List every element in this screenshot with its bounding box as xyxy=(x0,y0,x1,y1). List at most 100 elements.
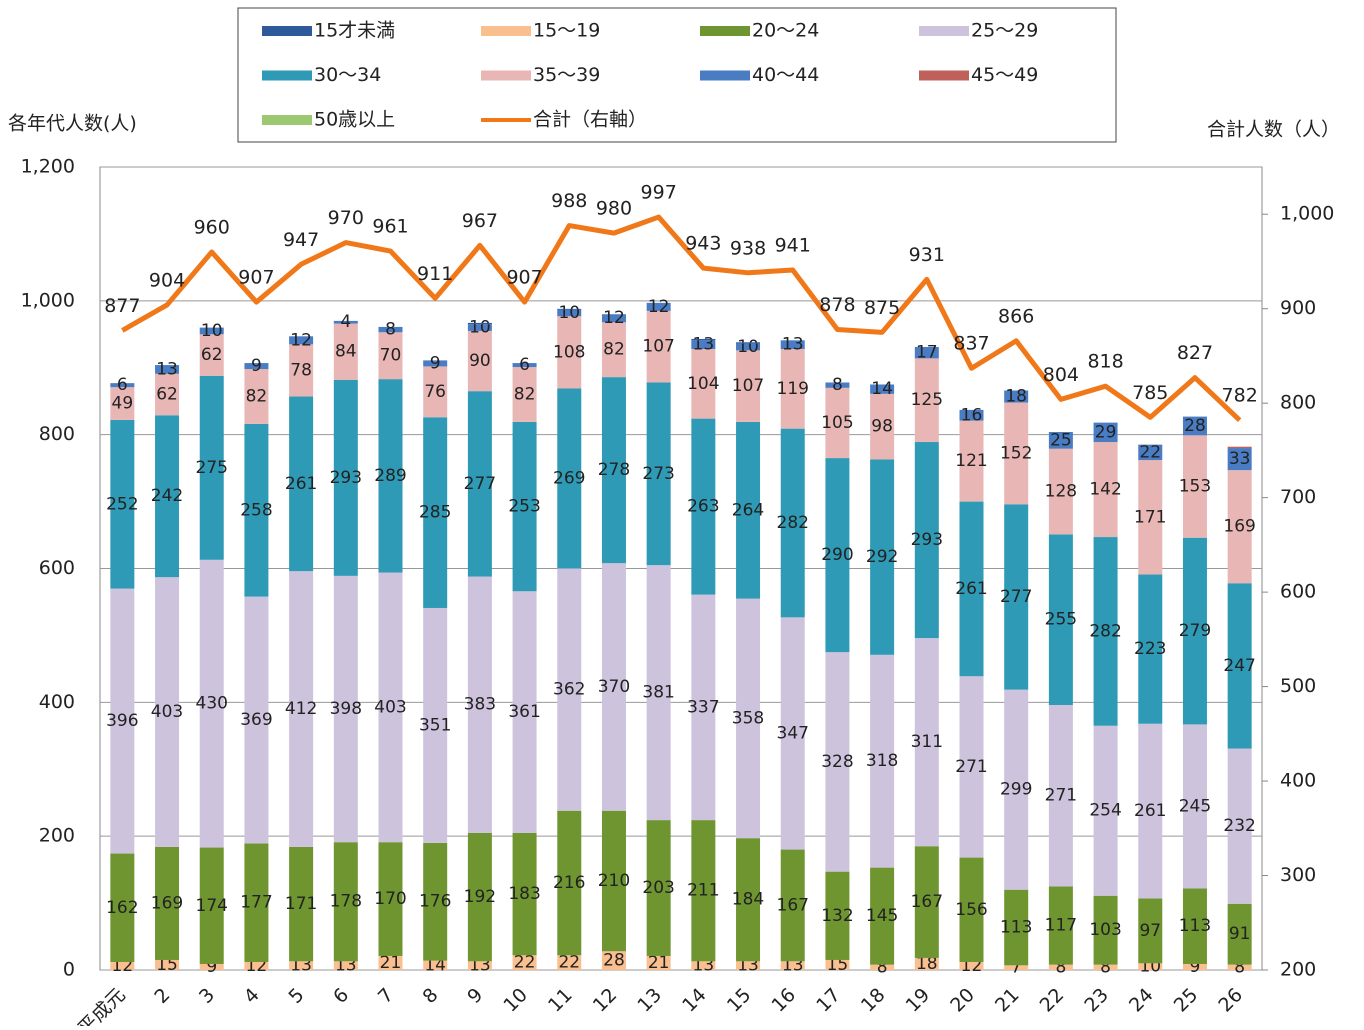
bar-segment xyxy=(199,559,224,848)
data-label: 183 xyxy=(508,884,540,904)
data-label: 178 xyxy=(330,892,362,912)
data-label: 337 xyxy=(687,697,719,717)
legend-swatch xyxy=(700,70,750,81)
bar-segment xyxy=(825,387,850,459)
data-label: 22 xyxy=(514,953,536,973)
bar-segment xyxy=(780,961,805,970)
bar-segment xyxy=(244,961,269,970)
data-label: 171 xyxy=(1134,507,1166,527)
bar-segment xyxy=(914,846,939,958)
data-label: 277 xyxy=(1000,587,1032,607)
bar-segment xyxy=(914,347,939,359)
legend-label: 15才未満 xyxy=(314,20,395,42)
bar-segment xyxy=(825,871,850,960)
legend-swatch xyxy=(919,26,969,36)
bar-segment xyxy=(646,310,671,383)
data-label: 6 xyxy=(519,355,530,375)
y2-tick-label: 200 xyxy=(1280,959,1316,981)
x-tick-label: 15 xyxy=(723,984,756,1017)
bar-segment xyxy=(601,951,626,970)
legend-swatch xyxy=(919,70,969,81)
bar-segment xyxy=(601,314,626,323)
bar-segment xyxy=(870,384,895,394)
line-label: 961 xyxy=(372,216,408,238)
bar-segment xyxy=(1227,448,1252,471)
data-label: 82 xyxy=(514,385,536,405)
bar-segment xyxy=(378,326,403,333)
bar-segment xyxy=(870,393,895,460)
bar-segment xyxy=(1004,689,1029,890)
bar-segment xyxy=(557,388,582,569)
line-label: 931 xyxy=(909,244,945,266)
data-label: 105 xyxy=(821,413,853,433)
x-tick-label: 16 xyxy=(767,984,800,1017)
data-label: 121 xyxy=(955,451,987,471)
data-label: 216 xyxy=(553,873,585,893)
legend-label: 25～29 xyxy=(971,20,1038,42)
data-label: 293 xyxy=(330,468,362,488)
legend-label: 45～49 xyxy=(971,64,1038,86)
data-label: 358 xyxy=(732,708,764,728)
x-tick-label: 17 xyxy=(812,984,845,1017)
data-label: 167 xyxy=(777,895,809,915)
data-label: 279 xyxy=(1179,621,1211,641)
bar-segment xyxy=(199,327,224,335)
bar-segment xyxy=(512,955,537,970)
bar-segment xyxy=(557,810,582,956)
bar-segment xyxy=(289,961,314,970)
bar-segment xyxy=(378,572,403,843)
y2-tick-label: 500 xyxy=(1280,675,1316,697)
bar-segment xyxy=(825,959,850,970)
x-tick-label: 5 xyxy=(284,984,308,1008)
bar-segment xyxy=(914,442,939,639)
bar-segment xyxy=(1227,748,1252,904)
line-label: 907 xyxy=(238,267,274,289)
bar-segment xyxy=(155,846,180,960)
bar-segment xyxy=(870,654,895,868)
y-tick-label: 0 xyxy=(63,959,75,981)
bar-segment xyxy=(870,459,895,655)
data-label: 318 xyxy=(866,751,898,771)
data-label: 289 xyxy=(374,466,406,486)
data-label: 258 xyxy=(240,500,272,520)
x-tick-label: 20 xyxy=(946,984,979,1017)
data-label: 104 xyxy=(687,374,719,394)
data-label: 403 xyxy=(374,697,406,717)
data-label: 82 xyxy=(603,340,625,360)
data-label: 84 xyxy=(335,342,357,362)
data-label: 396 xyxy=(106,711,138,731)
data-label: 18 xyxy=(1005,387,1027,407)
bar-segment xyxy=(870,964,895,970)
bar-segment xyxy=(825,652,850,872)
y-tick-label: 800 xyxy=(39,423,75,445)
bar-segment xyxy=(1048,534,1073,706)
bar-segment xyxy=(244,596,269,844)
bar-segment xyxy=(467,832,492,962)
bar-segment xyxy=(423,366,448,418)
x-tick-label: 24 xyxy=(1125,984,1158,1017)
line-label: 904 xyxy=(149,269,185,291)
bar-segment xyxy=(289,344,314,397)
data-label: 263 xyxy=(687,497,719,517)
legend-label: 30～34 xyxy=(314,64,381,86)
x-tick-label: 平成元 xyxy=(74,984,130,1026)
data-label: 16 xyxy=(961,405,983,425)
bar-segment xyxy=(825,382,850,388)
bar-segment xyxy=(601,322,626,378)
bar-segment xyxy=(646,820,671,956)
data-label: 15 xyxy=(827,955,849,975)
data-label: 174 xyxy=(196,896,228,916)
data-label: 4 xyxy=(340,312,351,332)
bar-segment xyxy=(1048,964,1073,970)
bar-segment xyxy=(1048,886,1073,965)
line-label: 941 xyxy=(775,234,811,256)
data-label: 78 xyxy=(290,360,312,380)
bar-segment xyxy=(1048,431,1073,449)
bar-segment xyxy=(512,421,537,592)
data-label: 269 xyxy=(553,468,585,488)
line-label: 837 xyxy=(953,333,989,355)
bar-segment xyxy=(512,367,537,422)
data-label: 113 xyxy=(1179,916,1211,936)
y2-tick-label: 400 xyxy=(1280,770,1316,792)
bar-segment xyxy=(1138,444,1163,446)
